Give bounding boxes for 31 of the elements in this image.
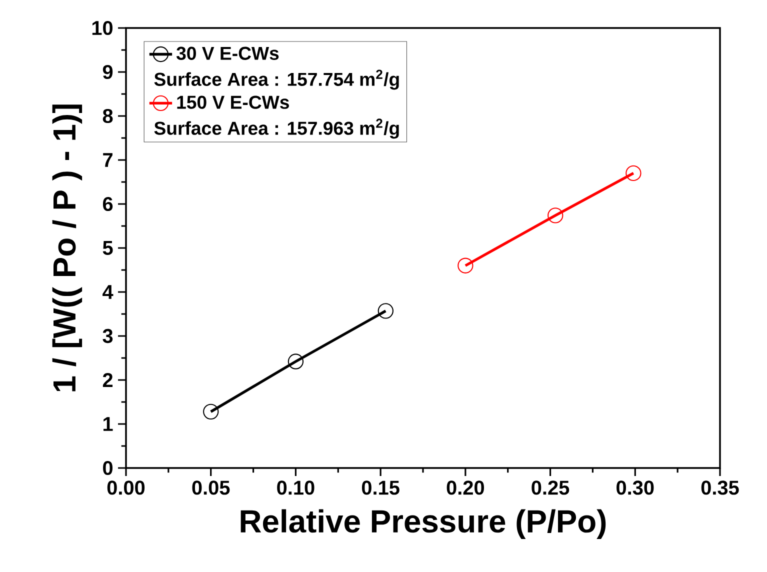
legend-label: 30 V E-CWs — [176, 46, 279, 60]
point — [288, 354, 304, 370]
x-tick-label: 0.20 — [446, 480, 484, 495]
y-tick-label: 7 — [103, 153, 112, 167]
y-tick-label: 9 — [102, 64, 113, 80]
y-tick-label: 8 — [102, 108, 113, 124]
y-tick-label: 4 — [102, 285, 114, 299]
y-tick-label: 2 — [102, 373, 113, 387]
point — [548, 208, 564, 224]
y-tick-label: 6 — [102, 196, 113, 212]
annotation: Surface Area : 157.963 m$^{2}$/g — [154, 118, 399, 139]
y-axis-title: 1 / [W(( Po / P ) - 1)] — [52, 104, 82, 392]
y-tick-label: 1 — [104, 417, 113, 431]
x-tick-label: 0.05 — [192, 480, 230, 495]
point — [458, 258, 474, 274]
x-tick-label: 0.15 — [362, 480, 400, 495]
y-tick-label: 5 — [102, 241, 113, 255]
point — [378, 303, 394, 319]
legend-label: 150 V E-CWs — [177, 96, 289, 109]
x-tick-label: 0.35 — [701, 480, 739, 495]
annotation: Surface Area : 157.754 m$^{2}$/g — [154, 70, 399, 90]
point — [626, 165, 642, 182]
point — [203, 404, 219, 420]
x-tick-label: 0.00 — [107, 480, 145, 495]
x-tick-label: 0.30 — [616, 480, 654, 495]
y-tick-label: 0 — [103, 460, 112, 476]
y-tick-label: 10 — [92, 20, 112, 36]
x-tick-label: 0.10 — [277, 480, 314, 495]
y-tick-label: 3 — [102, 328, 113, 344]
x-axis-title: Relative Pressure (P/Po) — [240, 509, 606, 539]
x-tick-label: 0.25 — [532, 480, 570, 495]
